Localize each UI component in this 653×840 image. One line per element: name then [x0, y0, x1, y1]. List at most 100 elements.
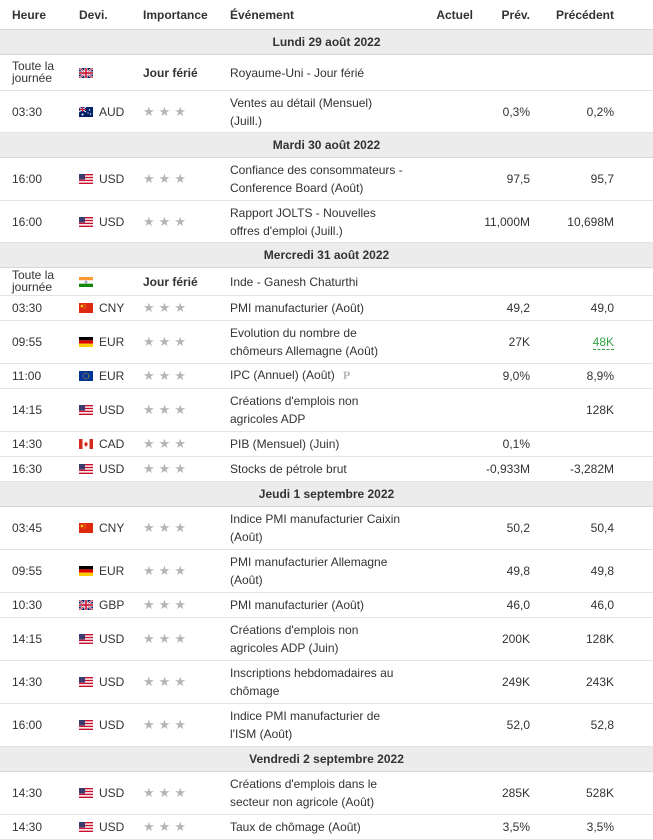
event-row[interactable]: 14:15 USD ★ ★ ★ Créations d'emplois non agrico… [0, 388, 653, 432]
event-name[interactable]: Taux de chômage (Août) [228, 814, 420, 840]
event-row[interactable]: 16:30 USD ★ ★ ★ Stocks de pétrole brut -0,933M… [0, 456, 653, 482]
event-row[interactable]: 14:30 USD ★ ★ ★ Inscriptions hebdomadaires au… [0, 660, 653, 704]
event-row[interactable]: 14:30 USD ★ ★ ★ Taux de chômage (Août) 3,5% 3,5… [0, 814, 653, 840]
event-name-line[interactable]: PMI manufacturier (Août) [230, 598, 365, 612]
event-name[interactable]: Indice PMI manufacturier de l'ISM (Août) [228, 703, 420, 747]
event-name[interactable]: Créations d'emplois non agricoles ADP (Ju… [228, 617, 420, 661]
event-name-line-2[interactable]: (Août) [230, 573, 263, 587]
header-event[interactable]: Événement [228, 0, 420, 30]
previous-value: 528K [585, 786, 614, 800]
event-name-line-2[interactable]: offres d'emploi (Juill.) [230, 223, 343, 238]
event-name[interactable]: Stocks de pétrole brut [228, 456, 420, 482]
event-actual [420, 592, 473, 618]
event-name-line[interactable]: Royaume-Uni - Jour férié [230, 65, 365, 80]
event-name[interactable]: IPC (Annuel) (Août) P [228, 363, 420, 389]
event-name-line[interactable]: IPC (Annuel) (Août) [230, 368, 335, 382]
event-name-line[interactable]: Rapport JOLTS - Nouvelles [230, 205, 376, 220]
event-name-line[interactable]: PMI manufacturier Allemagne [230, 555, 388, 569]
event-currency: USD [77, 157, 140, 201]
event-importance: ★ ★ ★ [140, 320, 228, 364]
event-previous: 50,4 [530, 506, 614, 550]
event-name-line[interactable]: Ventes au détail (Mensuel) [230, 95, 373, 110]
event-forecast: 0,1% [473, 431, 530, 457]
event-row[interactable]: 03:30 AUD ★ ★ ★ Ventes au détail (Mensuel) (Ju… [0, 90, 653, 133]
event-row[interactable]: 16:00 USD ★ ★ ★ Rapport JOLTS - Nouvelles offr… [0, 200, 653, 243]
event-name-line[interactable]: Indice PMI manufacturier Caixin [230, 512, 401, 526]
currency-code: USD [99, 718, 125, 732]
event-name-line[interactable]: Créations d'emplois dans le [230, 777, 378, 791]
event-name-line-2[interactable]: Conference Board (Août) [230, 181, 364, 195]
event-name-line[interactable]: Inde - Ganesh Chaturthi [230, 274, 359, 289]
event-name-line[interactable]: Taux de chômage (Août) [230, 820, 361, 834]
row-spacer [614, 388, 653, 432]
event-name-line[interactable]: Créations d'emplois non [230, 394, 359, 408]
event-name-line[interactable]: PMI manufacturier (Août) [230, 301, 365, 315]
event-row[interactable]: 16:00 USD ★ ★ ★ Indice PMI manufacturier de l'… [0, 703, 653, 747]
importance-star-icon: ★ [174, 785, 186, 800]
event-name-line[interactable]: PIB (Mensuel) (Juin) [230, 437, 340, 451]
header-importance[interactable]: Importance [140, 0, 228, 30]
event-row[interactable]: 03:45 CNY ★ ★ ★ Indice PMI manufacturier Caix… [0, 506, 653, 550]
event-name-line-2[interactable]: agricoles ADP [230, 412, 306, 426]
event-row[interactable]: 14:30 USD ★ ★ ★ Créations d'emplois dans le se… [0, 771, 653, 815]
event-name-line[interactable]: Stocks de pétrole brut [230, 462, 347, 476]
china-flag-icon [79, 523, 93, 533]
event-name[interactable]: Evolution du nombre de chômeurs Allemagne… [228, 320, 420, 364]
event-importance: ★ ★ ★ [140, 617, 228, 661]
event-row[interactable]: 11:00 EUR ★ ★ ★ IPC (Annuel) (Août) P 9,0% 8,9% [0, 363, 653, 389]
event-row[interactable]: 14:30 CAD ★ ★ ★ PIB (Mensuel) (Juin) 0,1% [0, 431, 653, 457]
event-name-line-2[interactable]: l'ISM (Août) [230, 727, 293, 741]
event-currency: USD [77, 388, 140, 432]
importance-star-icon: ★ [143, 171, 155, 186]
header-actual[interactable]: Actuel [420, 0, 473, 30]
event-name-line-2[interactable]: (Juill.) [230, 113, 262, 128]
all-day-label: Toute la [12, 59, 55, 73]
event-name[interactable]: Créations d'emplois dans le secteur non a… [228, 771, 420, 815]
event-name[interactable]: Ventes au détail (Mensuel) (Juill.) [228, 90, 420, 133]
event-name[interactable]: PMI manufacturier Allemagne (Août) [228, 549, 420, 593]
event-row[interactable]: 14:15 USD ★ ★ ★ Créations d'emplois non agrico… [0, 617, 653, 661]
event-name[interactable]: Rapport JOLTS - Nouvelles offres d'emploi… [228, 200, 420, 243]
holiday-row[interactable]: Toute la journée Jour férié Inde - Ganesh C… [0, 267, 653, 296]
event-name[interactable]: PMI manufacturier (Août) [228, 295, 420, 321]
event-name-line[interactable]: Confiance des consommateurs - [230, 163, 403, 177]
event-name[interactable]: PMI manufacturier (Août) [228, 592, 420, 618]
event-row[interactable]: 09:55 EUR ★ ★ ★ PMI manufacturier Allemagne (A… [0, 549, 653, 593]
event-row[interactable]: 03:30 CNY ★ ★ ★ PMI manufacturier (Août) 49,2 4… [0, 295, 653, 321]
event-name-line-2[interactable]: chômeurs Allemagne (Août) [230, 344, 379, 358]
event-importance: ★ ★ ★ [140, 549, 228, 593]
event-name[interactable]: Inscriptions hebdomadaires au chômage [228, 660, 420, 704]
currency-code: USD [99, 786, 125, 800]
event-name[interactable]: PIB (Mensuel) (Juin) [228, 431, 420, 457]
header-time[interactable]: Heure [0, 0, 77, 30]
event-row[interactable]: 10:30 GBP ★ ★ ★ PMI manufacturier (Août) 46,0 4… [0, 592, 653, 618]
importance-star-icon: ★ [143, 563, 155, 578]
event-name-line[interactable]: Indice PMI manufacturier de [230, 709, 381, 723]
header-forecast[interactable]: Prév. [473, 0, 530, 30]
event-forecast: 49,2 [473, 295, 530, 321]
importance-star-icon: ★ [174, 103, 186, 119]
event-previous [530, 431, 614, 457]
event-row[interactable]: 16:00 USD ★ ★ ★ Confiance des consommateurs -… [0, 157, 653, 201]
event-name[interactable]: Indice PMI manufacturier Caixin (Août) [228, 506, 420, 550]
event-name[interactable]: Créations d'emplois non agricoles ADP [228, 388, 420, 432]
event-previous: 49,0 [530, 295, 614, 321]
importance-star-icon: ★ [158, 520, 171, 535]
event-time: 14:30 [0, 431, 77, 457]
event-name-line-2[interactable]: secteur non agricole (Août) [230, 795, 375, 809]
header-currency[interactable]: Devi. [77, 0, 140, 30]
event-name-line[interactable]: Créations d'emplois non [230, 623, 359, 637]
event-name[interactable]: Royaume-Uni - Jour férié [228, 54, 420, 91]
event-name-line[interactable]: Evolution du nombre de [230, 326, 357, 340]
event-name-line-2[interactable]: chômage [230, 684, 280, 698]
header-previous[interactable]: Précédent [530, 0, 614, 30]
event-name-line-2[interactable]: agricoles ADP (Juin) [230, 641, 339, 655]
holiday-row[interactable]: Toute la journée Jour férié Royaume-Uni - J… [0, 54, 653, 91]
event-name-line-2[interactable]: (Août) [230, 530, 263, 544]
event-name-line[interactable]: Inscriptions hebdomadaires au [230, 666, 394, 680]
event-row[interactable]: 09:55 EUR ★ ★ ★ Evolution du nombre de chômeur… [0, 320, 653, 364]
event-name[interactable]: Inde - Ganesh Chaturthi [228, 267, 420, 296]
importance-star-icon: ★ [158, 674, 171, 689]
event-name[interactable]: Confiance des consommateurs - Conference … [228, 157, 420, 201]
previous-value: 243K [585, 675, 614, 689]
